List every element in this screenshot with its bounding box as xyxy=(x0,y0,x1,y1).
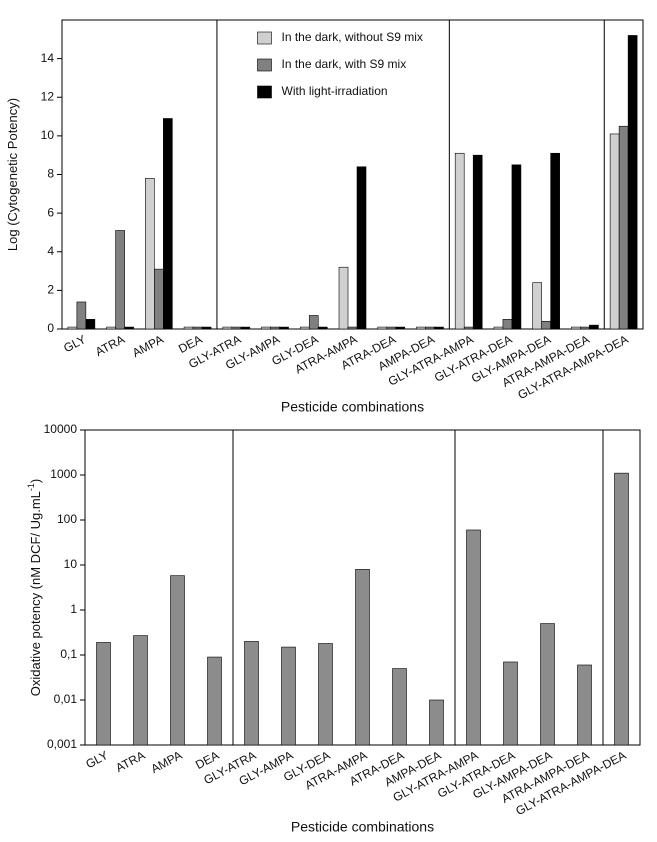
bar xyxy=(355,569,370,746)
x-axis-label: Pesticide combinations xyxy=(291,819,434,835)
y-tick-label: 6 xyxy=(47,205,54,219)
x-tick-label: GLY xyxy=(83,748,110,771)
bar xyxy=(261,326,271,330)
y-axis-label-sup: -1 xyxy=(26,483,36,491)
bar xyxy=(502,319,513,330)
bar xyxy=(96,642,111,746)
bar xyxy=(571,326,581,330)
bar xyxy=(532,282,542,330)
bar xyxy=(493,326,504,330)
y-tick-label: 10 xyxy=(41,128,55,142)
bar xyxy=(170,575,185,746)
bar xyxy=(299,326,310,330)
bar xyxy=(377,326,388,330)
y-axis-label: Oxidative potency (nM DCF/ Ug.mL-1) xyxy=(26,479,43,697)
bar xyxy=(395,326,406,330)
x-tick-label: AMPA xyxy=(130,332,166,360)
x-tick-label: AMPA xyxy=(149,748,185,776)
bar xyxy=(425,326,435,330)
x-axis-label: Pesticide combinations xyxy=(281,399,424,415)
bar xyxy=(192,326,203,330)
bar xyxy=(133,635,148,746)
y-tick-label: 0,1 xyxy=(60,647,77,661)
y-tick-label: 2 xyxy=(47,283,54,297)
bar xyxy=(124,326,134,330)
bar xyxy=(201,326,212,330)
y-axis-label-end: ) xyxy=(28,479,43,483)
legend-swatch xyxy=(257,85,272,99)
bar xyxy=(222,326,233,330)
y-axis-label-text: Oxidative potency (nM DCF/ Ug.mL xyxy=(28,491,43,696)
bar xyxy=(207,656,222,746)
y-tick-label: 10 xyxy=(64,557,78,571)
bar xyxy=(609,133,620,330)
bar xyxy=(318,643,333,746)
bar xyxy=(279,326,289,330)
bar xyxy=(240,326,251,330)
bar xyxy=(392,668,407,746)
bar xyxy=(503,661,518,746)
bar xyxy=(308,315,319,330)
bar xyxy=(106,326,116,330)
bar xyxy=(85,319,96,330)
y-tick-label: 1 xyxy=(70,602,77,616)
bar xyxy=(466,529,481,746)
bar xyxy=(338,266,349,330)
bar xyxy=(67,326,78,330)
y-axis-label: Log (Cytogenetic Potency) xyxy=(5,98,20,251)
bar xyxy=(618,125,629,330)
y-tick-label: 100 xyxy=(57,512,77,526)
y-tick-label: 10000 xyxy=(44,422,78,436)
legend-label: In the dark, with S9 mix xyxy=(282,57,407,71)
bar xyxy=(454,152,465,330)
y-tick-label: 12 xyxy=(41,89,55,103)
bar xyxy=(577,664,592,746)
bar xyxy=(541,320,551,330)
bar xyxy=(614,472,629,746)
bar xyxy=(434,326,444,330)
legend-swatch xyxy=(257,31,272,45)
bar xyxy=(416,326,426,330)
bar xyxy=(115,230,125,330)
legend-swatch xyxy=(257,58,272,72)
bar xyxy=(540,623,555,746)
bar xyxy=(244,641,259,746)
y-tick-label: 1000 xyxy=(50,467,77,481)
bar xyxy=(511,164,522,330)
bar xyxy=(154,268,164,330)
bar xyxy=(183,326,194,330)
y-axis-label-text: Log (Cytogenetic Potency) xyxy=(5,98,20,251)
y-tick-label: 4 xyxy=(47,244,54,258)
bar xyxy=(472,154,483,330)
bar xyxy=(550,152,560,330)
bar xyxy=(356,166,367,330)
y-tick-label: 0,01 xyxy=(54,692,78,706)
legend-label: In the dark, without S9 mix xyxy=(282,30,423,44)
bar xyxy=(163,118,173,330)
x-tick-label: ATRA xyxy=(113,748,147,775)
bar xyxy=(580,326,590,330)
bar xyxy=(386,326,397,330)
legend-label: With light-irradiation xyxy=(282,84,388,98)
bar xyxy=(145,178,155,330)
bar xyxy=(463,326,474,330)
x-tick-label: GLY xyxy=(61,332,88,355)
y-tick-label: 0,001 xyxy=(47,737,77,751)
bar xyxy=(270,326,280,330)
bar xyxy=(231,326,242,330)
bar xyxy=(281,646,296,746)
y-tick-label: 0 xyxy=(47,321,54,335)
bar xyxy=(347,326,358,330)
bar xyxy=(76,301,87,330)
y-tick-label: 14 xyxy=(41,51,55,65)
x-tick-label: ATRA xyxy=(93,332,127,359)
bar xyxy=(589,324,599,330)
bar xyxy=(317,326,328,330)
bar xyxy=(627,35,638,330)
bar xyxy=(429,699,444,746)
y-tick-label: 8 xyxy=(47,167,54,181)
